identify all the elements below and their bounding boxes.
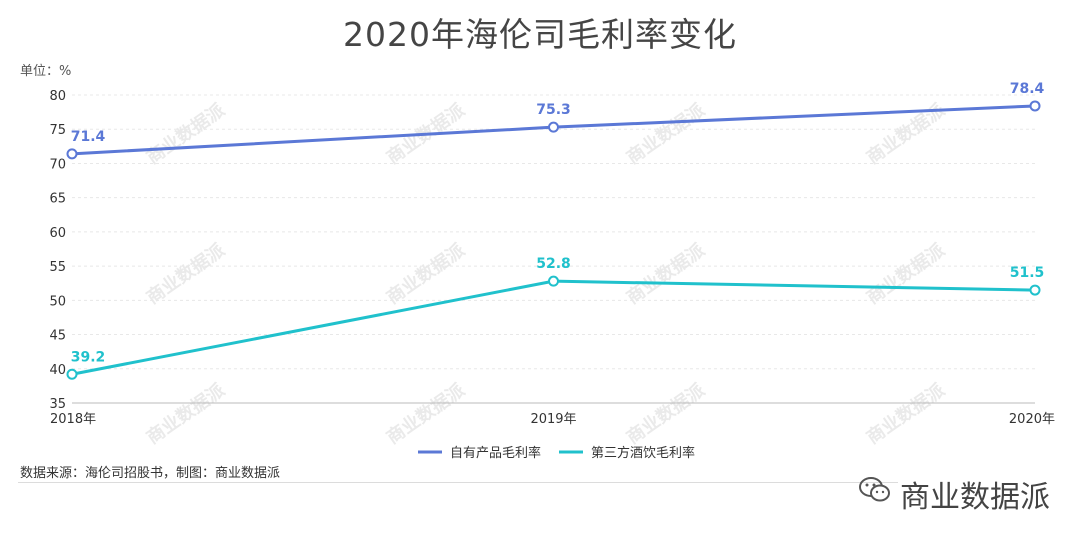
data-label: 75.3 — [536, 102, 571, 118]
y-tick-label: 65 — [49, 192, 66, 207]
legend-label: 第三方酒饮毛利率 — [591, 445, 695, 461]
footer-divider — [18, 482, 898, 483]
y-tick-label: 45 — [49, 329, 66, 344]
y-tick-label: 40 — [49, 363, 66, 378]
data-label: 52.8 — [536, 256, 571, 272]
y-tick-label: 80 — [49, 89, 66, 104]
brand-name: 商业数据派 — [900, 480, 1050, 515]
data-label: 78.4 — [1010, 81, 1045, 97]
grid-lines — [72, 94, 1035, 404]
data-point — [548, 275, 559, 287]
data-point — [1029, 100, 1041, 112]
y-tick-label: 55 — [49, 260, 66, 275]
x-tick-label: 2020年 — [1009, 412, 1055, 427]
y-tick-label: 35 — [49, 397, 66, 412]
data-point — [548, 121, 559, 133]
brand-logo: 商业数据派 — [858, 472, 1050, 516]
y-tick-label: 50 — [49, 294, 66, 309]
data-point — [1029, 284, 1041, 296]
data-label: 51.5 — [1010, 265, 1045, 281]
unit-label: 单位：% — [20, 64, 72, 79]
y-tick-label: 60 — [49, 226, 66, 241]
data-point — [66, 148, 78, 160]
data-point — [66, 368, 78, 380]
legend: 自有产品毛利率 第三方酒饮毛利率 — [418, 445, 695, 461]
x-axis: 2018年 2019年 2020年 — [50, 412, 1055, 427]
x-tick-label: 2019年 — [530, 412, 576, 427]
y-tick-label: 70 — [49, 157, 66, 172]
data-label: 71.4 — [71, 129, 106, 145]
series-line-1 — [71, 279, 1036, 376]
series-layer: 71.4 75.3 78.4 39.2 52.8 51.5 — [66, 81, 1045, 380]
legend-label: 自有产品毛利率 — [450, 445, 541, 461]
data-label: 39.2 — [71, 349, 106, 365]
wechat-icon — [858, 475, 892, 513]
y-tick-label: 75 — [49, 123, 66, 138]
x-tick-label: 2018年 — [50, 412, 96, 427]
chart-title: 2020年海伦司毛利率变化 — [343, 15, 737, 54]
y-axis: 35 40 45 50 55 60 65 70 75 80 — [49, 89, 66, 412]
data-source: 数据来源：海伦司招股书，制图：商业数据派 — [20, 466, 281, 481]
